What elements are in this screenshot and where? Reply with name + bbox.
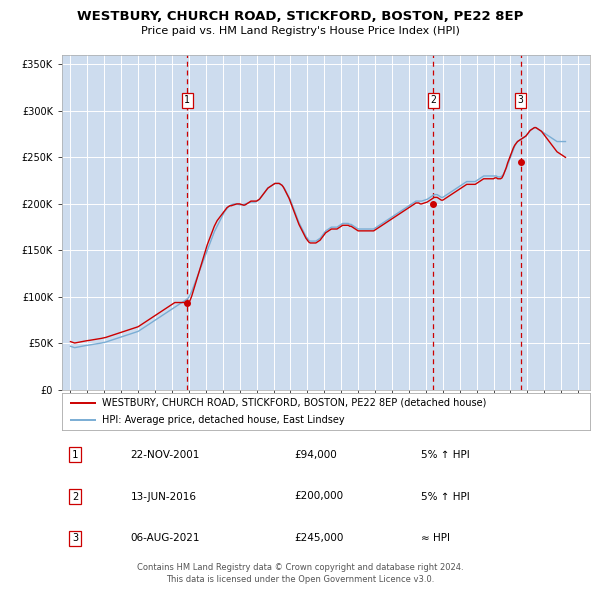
Text: 5% ↑ HPI: 5% ↑ HPI — [421, 450, 470, 460]
Text: Contains HM Land Registry data © Crown copyright and database right 2024.: Contains HM Land Registry data © Crown c… — [137, 563, 463, 572]
Text: £245,000: £245,000 — [295, 533, 344, 543]
Text: £200,000: £200,000 — [295, 491, 343, 502]
Text: ≈ HPI: ≈ HPI — [421, 533, 450, 543]
Text: 13-JUN-2016: 13-JUN-2016 — [131, 491, 197, 502]
Text: 3: 3 — [72, 533, 79, 543]
Text: 1: 1 — [184, 95, 190, 105]
Text: 1: 1 — [72, 450, 79, 460]
Text: HPI: Average price, detached house, East Lindsey: HPI: Average price, detached house, East… — [101, 415, 344, 425]
Text: WESTBURY, CHURCH ROAD, STICKFORD, BOSTON, PE22 8EP: WESTBURY, CHURCH ROAD, STICKFORD, BOSTON… — [77, 10, 523, 23]
Text: Price paid vs. HM Land Registry's House Price Index (HPI): Price paid vs. HM Land Registry's House … — [140, 26, 460, 36]
Text: £94,000: £94,000 — [295, 450, 337, 460]
Text: 06-AUG-2021: 06-AUG-2021 — [131, 533, 200, 543]
Text: 22-NOV-2001: 22-NOV-2001 — [131, 450, 200, 460]
Text: WESTBURY, CHURCH ROAD, STICKFORD, BOSTON, PE22 8EP (detached house): WESTBURY, CHURCH ROAD, STICKFORD, BOSTON… — [101, 398, 486, 408]
Text: 5% ↑ HPI: 5% ↑ HPI — [421, 491, 470, 502]
Text: 2: 2 — [431, 95, 436, 105]
Text: This data is licensed under the Open Government Licence v3.0.: This data is licensed under the Open Gov… — [166, 575, 434, 584]
Text: 3: 3 — [518, 95, 524, 105]
Text: 2: 2 — [72, 491, 79, 502]
